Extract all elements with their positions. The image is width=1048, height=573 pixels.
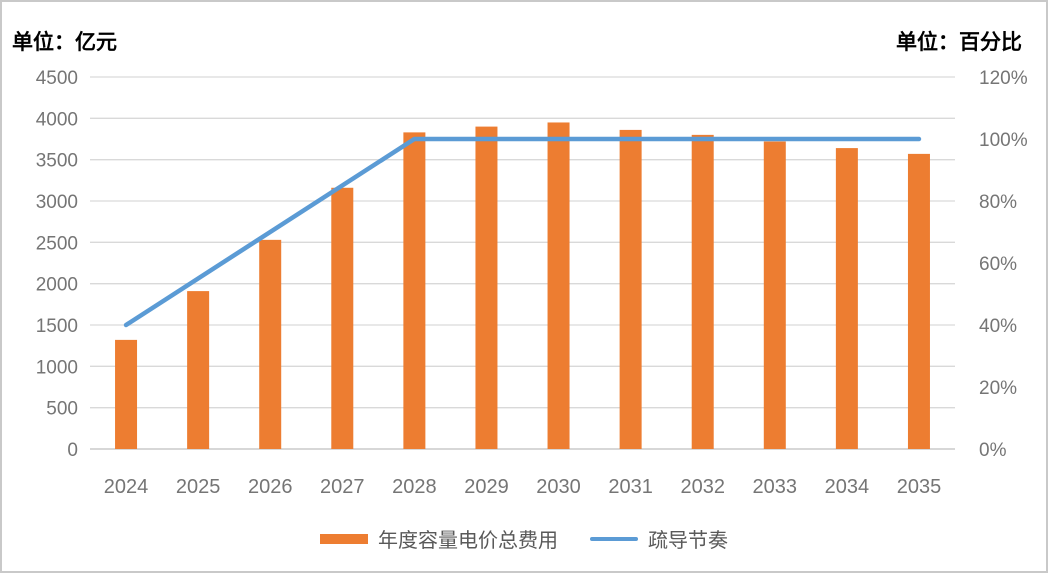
x-axis-category-label: 2034 [825, 476, 870, 498]
bar-series-swatch-icon [320, 533, 368, 544]
x-axis-category-label: 2033 [753, 476, 798, 498]
right-axis-tick-label: 80% [979, 192, 1017, 213]
x-axis-category-label: 2025 [176, 476, 221, 498]
left-axis-tick-label: 500 [46, 399, 78, 420]
x-axis-category-label: 2035 [897, 476, 942, 498]
bar-2025 [187, 291, 210, 449]
left-axis-tick-label: 3500 [36, 151, 78, 172]
left-axis-tick-label: 1500 [36, 316, 78, 337]
x-axis-category-label: 2029 [464, 476, 509, 498]
left-axis-tick-label: 1000 [36, 357, 78, 378]
x-axis-category-label: 2026 [248, 476, 293, 498]
bar-2032 [691, 134, 714, 449]
bar-2028 [403, 132, 426, 450]
left-axis-tick-label: 4500 [36, 68, 78, 89]
x-axis-category-label: 2024 [104, 476, 149, 498]
line-series-swatch-icon [590, 536, 638, 541]
x-axis-category-label: 2028 [392, 476, 437, 498]
x-axis-category-label: 2031 [608, 476, 653, 498]
left-axis-tick-label: 0 [67, 440, 78, 461]
bar-2024 [115, 339, 138, 449]
bar-2034 [835, 148, 858, 450]
line-series-legend-label: 疏导节奏 [648, 530, 728, 552]
legend-item-bar-series: 年度容量电价总费用 [320, 524, 558, 553]
bar-2030 [547, 122, 570, 449]
left-axis-tick-label: 2000 [36, 275, 78, 296]
bar-2035 [907, 153, 930, 449]
chart-legend: 年度容量电价总费用 疏导节奏 [2, 524, 1046, 553]
combo-chart-canvas: 0 500 1000 1500 2000 2500 3000 3500 4000 4500 0% 20… [36, 68, 1028, 498]
bar-2027 [331, 187, 354, 450]
left-axis-tick-label: 2500 [36, 233, 78, 254]
x-axis-category-label: 2027 [320, 476, 365, 498]
bar-series-legend-label: 年度容量电价总费用 [378, 530, 558, 552]
right-axis-unit-label: 单位：百分比 [896, 31, 1022, 54]
bar-2029 [475, 126, 498, 449]
right-axis-tick-label: 60% [979, 254, 1017, 275]
left-axis-unit-label: 单位：亿元 [12, 31, 117, 54]
bar-2031 [619, 129, 642, 449]
x-axis-category-label: 2032 [680, 476, 725, 498]
right-axis-tick-label: 120% [979, 68, 1028, 89]
right-axis-tick-label: 0% [979, 440, 1007, 461]
trend-line [123, 136, 922, 328]
bar-2026 [259, 239, 282, 449]
right-axis-tick-label: 20% [979, 378, 1017, 399]
right-axis-tick-label: 100% [979, 130, 1028, 151]
right-axis-tick-label: 40% [979, 316, 1017, 337]
bar-2033 [763, 141, 786, 450]
left-axis-tick-label: 3000 [36, 192, 78, 213]
x-axis-category-label: 2030 [536, 476, 581, 498]
legend-item-line-series: 疏导节奏 [590, 524, 728, 553]
left-axis-tick-label: 4000 [36, 109, 78, 130]
